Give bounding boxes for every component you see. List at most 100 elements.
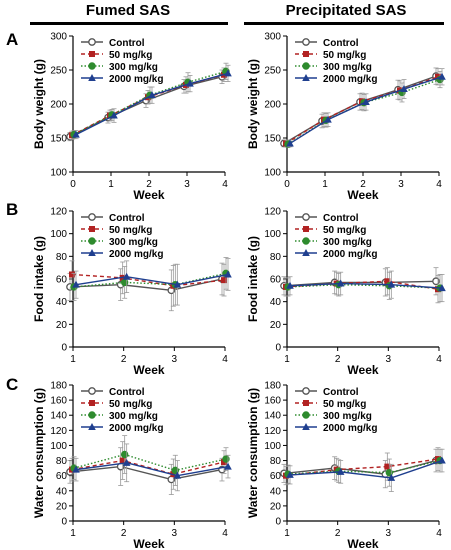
legend-marker — [302, 411, 310, 419]
y-tick-label: 120 — [264, 426, 281, 437]
y-tick-label: 80 — [56, 252, 68, 263]
data-point — [224, 69, 232, 77]
legend-marker — [302, 249, 310, 256]
y-tick-label: 0 — [275, 517, 281, 528]
legend-entry: 300 mg/kg — [81, 62, 158, 73]
data-point — [385, 468, 394, 477]
legend-marker — [88, 62, 96, 70]
legend-marker — [302, 213, 310, 221]
series-line — [71, 459, 225, 475]
x-axis-label: Week — [347, 363, 378, 377]
legend-entry: 2000 mg/kg — [295, 423, 377, 434]
series-50-mg-kg — [69, 441, 227, 490]
y-axis-label: Body weight (g) — [246, 59, 260, 149]
legend-entry: 2000 mg/kg — [81, 423, 163, 434]
y-tick-label: 0 — [61, 517, 67, 528]
series-line — [287, 78, 441, 145]
data-point — [224, 270, 232, 278]
y-tick-label: 300 — [264, 32, 281, 43]
x-tick-label: 4 — [222, 528, 228, 539]
series-control — [66, 262, 226, 312]
x-tick-label: 1 — [70, 528, 76, 539]
y-tick-label: 150 — [264, 134, 281, 145]
data-point — [122, 272, 131, 280]
x-tick-label: 1 — [108, 179, 114, 190]
series-line — [289, 459, 443, 479]
legend-label: 300 mg/kg — [109, 237, 158, 248]
legend-marker — [88, 38, 96, 46]
x-tick-label: 2 — [335, 528, 341, 539]
legend-entry: 50 mg/kg — [81, 399, 152, 410]
series-2000-mg-kg — [72, 64, 232, 140]
legend-entry: 300 mg/kg — [295, 62, 372, 73]
series-line — [75, 462, 229, 477]
x-tick-label: 3 — [386, 528, 392, 539]
legend-marker — [303, 51, 309, 57]
legend-label: Control — [109, 38, 145, 49]
legend-marker — [302, 38, 310, 46]
legend-marker — [88, 411, 96, 419]
x-tick-label: 0 — [284, 179, 290, 190]
x-tick-label: 4 — [436, 354, 442, 365]
series-line — [71, 273, 225, 287]
series-300-mg-kg — [70, 435, 230, 486]
legend-label: Control — [323, 387, 359, 398]
x-tick-label: 1 — [284, 354, 290, 365]
series-line — [283, 280, 437, 287]
chart-a-fumed: 100 150 200 250 300 0 1 2 3 4 Week Body weight (g) C… — [32, 32, 232, 202]
y-tick-label: 160 — [50, 396, 67, 407]
legend-marker — [302, 74, 310, 81]
chart-b-precipitated: 0 20 40 60 80 100 120 1 2 3 4 Week Food intake (g) Co… — [246, 207, 446, 377]
data-point — [387, 473, 396, 481]
legend-label: 2000 mg/kg — [323, 423, 377, 434]
legend-entry: 300 mg/kg — [81, 237, 158, 248]
legend-entry: Control — [81, 38, 145, 49]
data-point — [438, 284, 446, 292]
chart-a-precipitated: 100 150 200 250 300 0 1 2 3 4 Week Body weight (g) C… — [246, 32, 446, 202]
legend-entry: 300 mg/kg — [81, 411, 158, 422]
chart-c-precipitated: 0 20 40 60 80 100 120 140 160 180 1 2 3 4 Week Water co… — [246, 381, 446, 550]
legend-marker — [88, 213, 96, 221]
legend-label: 2000 mg/kg — [109, 423, 163, 434]
y-tick-label: 180 — [50, 381, 67, 392]
y-tick-label: 100 — [50, 441, 67, 452]
data-point — [336, 467, 345, 475]
legend-entry: 2000 mg/kg — [295, 74, 377, 85]
y-tick-label: 60 — [56, 275, 68, 286]
data-point — [148, 91, 156, 99]
x-tick-label: 4 — [222, 354, 228, 365]
data-point — [186, 79, 194, 87]
x-tick-label: 1 — [70, 354, 76, 365]
legend-entry: Control — [295, 38, 359, 49]
data-point — [224, 462, 232, 470]
y-tick-label: 100 — [50, 168, 67, 179]
legend-marker — [302, 62, 310, 70]
series-line — [73, 272, 227, 288]
data-point — [72, 465, 80, 473]
legend-label: 50 mg/kg — [323, 225, 366, 236]
legend-entry: 50 mg/kg — [295, 50, 366, 61]
legend-marker — [302, 387, 310, 395]
legend-entry: 2000 mg/kg — [81, 74, 163, 85]
x-tick-label: 3 — [386, 354, 392, 365]
y-tick-label: 40 — [56, 297, 68, 308]
legend-label: 300 mg/kg — [109, 411, 158, 422]
y-tick-label: 180 — [264, 381, 281, 392]
legend-label: 300 mg/kg — [323, 237, 372, 248]
x-axis-label: Week — [133, 188, 164, 202]
series-line — [287, 459, 441, 475]
data-point — [119, 457, 126, 464]
y-axis-label: Water consumption (g) — [32, 388, 46, 518]
x-tick-label: 3 — [184, 179, 190, 190]
y-tick-label: 250 — [50, 66, 67, 77]
legend-marker — [89, 51, 95, 57]
x-tick-label: 3 — [398, 179, 404, 190]
series-line — [289, 282, 443, 289]
series-line — [285, 280, 439, 290]
y-tick-label: 80 — [56, 456, 68, 467]
legend-label: 2000 mg/kg — [323, 249, 377, 260]
data-point — [173, 471, 182, 479]
y-tick-label: 200 — [264, 100, 281, 111]
y-tick-label: 100 — [264, 229, 281, 240]
